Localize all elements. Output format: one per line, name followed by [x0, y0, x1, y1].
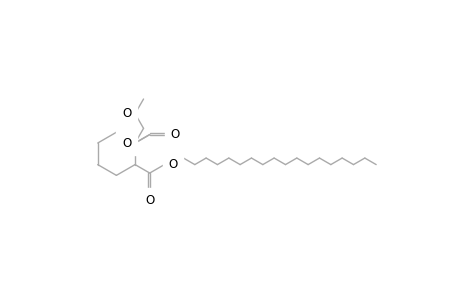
Text: O: O [122, 136, 131, 149]
Text: O: O [145, 194, 154, 207]
Text: O: O [122, 107, 131, 120]
Text: O: O [170, 128, 179, 141]
Text: O: O [168, 158, 177, 171]
